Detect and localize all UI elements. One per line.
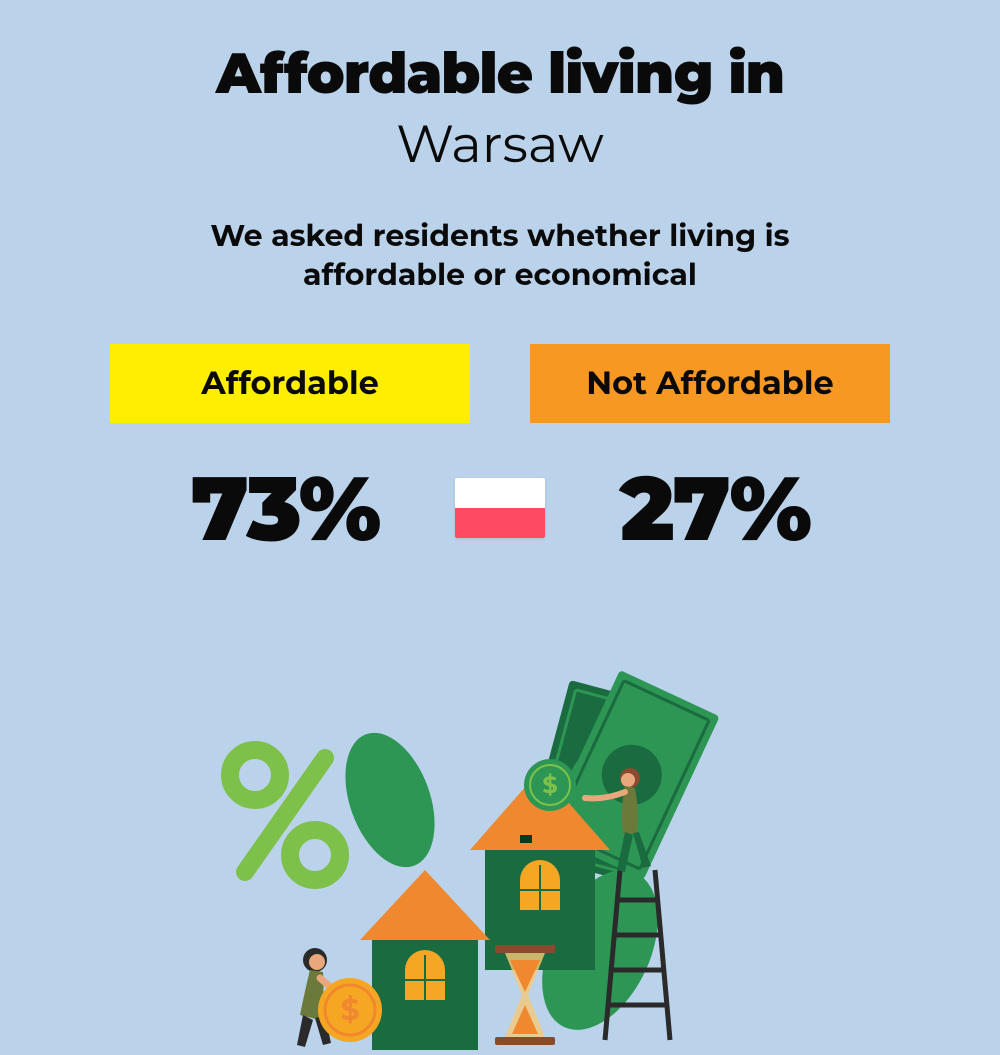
flag-top	[455, 478, 545, 508]
house-front-icon	[360, 870, 490, 1050]
coin-roof-icon: $	[524, 759, 576, 811]
not-affordable-box: Not Affordable	[530, 344, 890, 423]
affordable-label: Affordable	[110, 344, 470, 423]
affordable-box: Affordable	[110, 344, 470, 423]
percent-icon	[230, 750, 340, 880]
not-affordable-label: Not Affordable	[530, 344, 890, 423]
subtitle: We asked residents whether living is aff…	[150, 216, 850, 294]
housing-illustration: $ $	[200, 670, 800, 1050]
affordable-percent: 73%	[145, 453, 425, 563]
poland-flag-icon	[455, 478, 545, 538]
stats-labels-row: Affordable Not Affordable	[60, 344, 940, 423]
page-title: Affordable living in	[60, 40, 940, 108]
svg-text:$: $	[542, 771, 557, 800]
flag-bottom	[455, 508, 545, 538]
city-name: Warsaw	[60, 113, 940, 176]
svg-text:$: $	[340, 991, 359, 1028]
coin-left-icon: $	[318, 978, 382, 1042]
percent-row: 73% 27%	[60, 453, 940, 563]
not-affordable-percent: 27%	[575, 453, 855, 563]
